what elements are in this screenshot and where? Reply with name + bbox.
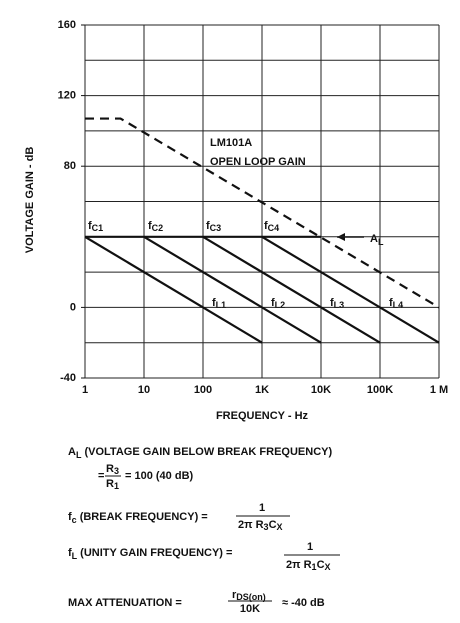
formula-text: (VOLTAGE GAIN BELOW BREAK FREQUENCY) [84,446,332,458]
x-tick-label: 1K [255,384,269,396]
y-tick-label: 120 [58,90,76,102]
numerator: R3 [106,463,119,476]
numerator: 1 [259,502,265,514]
subscript: L1 [216,300,227,310]
y-tick-label: 80 [64,160,76,172]
symbol: f [68,511,72,523]
symbol: f [88,220,92,232]
symbol: f [212,297,216,309]
symbol: R [106,463,114,475]
x-tick-label: 100 [194,384,212,396]
symbol: 2π R [238,519,264,531]
subscript: L [76,450,82,460]
numerator: 1 [307,541,313,553]
formula-text: (UNITY GAIN FREQUENCY) = [80,547,232,559]
subscript: L [378,237,384,247]
y-tick-label: 0 [70,301,76,313]
series-line [85,117,440,309]
annotation: fC2 [148,220,163,233]
symbol: f [330,297,334,309]
subscript: C3 [210,223,222,233]
subscript: C2 [152,223,164,233]
symbol: r [232,589,237,601]
annotation: OPEN LOOP GAIN [210,156,306,168]
x-axis-title: FREQUENCY - Hz [216,410,309,422]
numerator: rDS(on) [232,589,266,602]
denominator: R1 [106,478,119,491]
y-tick-label: -40 [60,372,76,384]
formula: = [98,470,104,482]
annotation: fL4 [389,297,403,310]
subscript: DS(on) [236,592,266,602]
denominator: 2π R3CX [238,519,283,532]
denominator: 10K [240,603,260,615]
series-line [84,235,263,344]
subscript: 3 [264,522,269,532]
x-tick-label: 10 [138,384,150,396]
annotation: fC1 [88,220,103,233]
formulas: AL (VOLTAGE GAIN BELOW BREAK FREQUENCY) =… [68,446,340,615]
annotations: LM101A OPEN LOOP GAIN AL fC1 fC2 fC3 fC4… [88,137,403,310]
subscript: L2 [275,300,286,310]
formula-text: = 100 (40 dB) [125,470,194,482]
symbol: 2π R [286,559,312,571]
subscript: C4 [268,223,280,233]
symbol: f [264,220,268,232]
annotation: fL3 [330,297,344,310]
formula-text: (BREAK FREQUENCY) = [80,511,208,523]
subscript: L4 [393,300,404,310]
series-line [143,235,322,344]
x-tick-label: 1 [82,384,88,396]
symbol: f [148,220,152,232]
x-tick-label: 1 M [430,384,448,396]
subscript: 1 [114,481,119,491]
subscript: L3 [334,300,345,310]
symbol: f [389,297,393,309]
symbol: f [68,547,72,559]
annotation: AL [370,233,384,247]
annotation: fL1 [212,297,226,310]
formula: AL (VOLTAGE GAIN BELOW BREAK FREQUENCY) [68,446,332,460]
annotation: fL2 [271,297,285,310]
annotation: fC4 [264,220,279,233]
x-tick-label: 10K [311,384,331,396]
subscript: C1 [92,223,104,233]
subscript: 3 [114,466,119,476]
y-tick-label: 160 [58,19,76,31]
annotation: fC3 [206,220,221,233]
symbol: C [317,559,325,571]
subscript: X [277,522,283,532]
symbol: f [206,220,210,232]
symbol: A [370,233,378,245]
subscript: L [72,551,78,561]
formula: fc (BREAK FREQUENCY) = [68,511,208,525]
symbol: C [269,519,277,531]
symbol: R [106,478,114,490]
series-line [202,235,381,344]
x-tick-label: 100K [367,384,393,396]
symbol: A [68,446,76,458]
subscript: 1 [312,562,317,572]
symbol: f [271,297,275,309]
denominator: 2π R1CX [286,559,331,572]
formula: fL (UNITY GAIN FREQUENCY) = [68,547,232,561]
formula-text: MAX ATTENUATION = [68,597,182,609]
series-line [261,235,440,344]
annotation: LM101A [210,137,252,149]
y-axis-title: VOLTAGE GAIN - dB [24,147,36,254]
subscript: X [325,562,331,572]
formula-text: ≈ -40 dB [282,597,325,609]
subscript: c [72,515,77,525]
